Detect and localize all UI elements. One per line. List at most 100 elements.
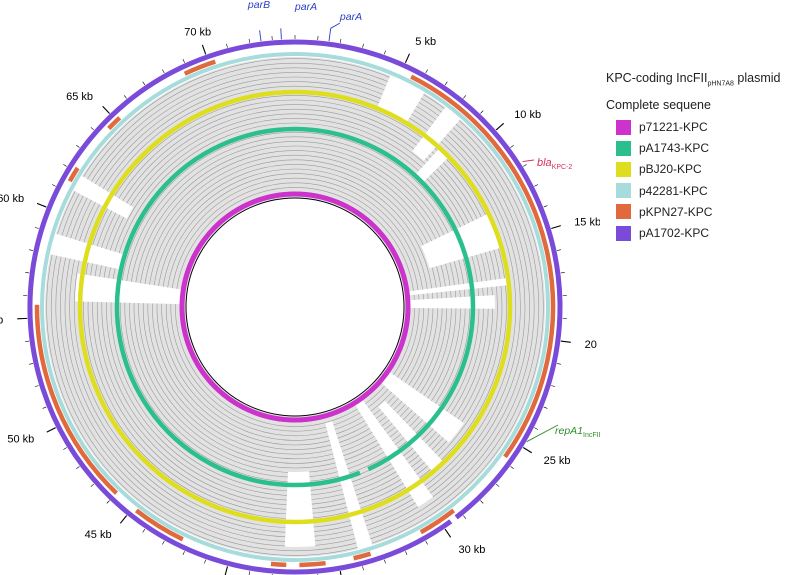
tick-label: 65 kb xyxy=(66,91,93,103)
ring-pkpn27-kpc xyxy=(183,59,216,76)
legend-entry-pbj20: pBJ20-KPC xyxy=(606,159,784,180)
tick-label: 45 kb xyxy=(85,529,112,541)
major-tick xyxy=(224,566,229,575)
minor-tick xyxy=(444,81,448,86)
minor-tick xyxy=(76,145,80,148)
minor-tick xyxy=(34,227,39,229)
alignment-gap xyxy=(73,175,134,219)
minor-tick xyxy=(339,38,342,43)
minor-tick xyxy=(162,540,165,545)
major-tick xyxy=(339,571,342,575)
minor-tick xyxy=(405,551,408,555)
major-tick xyxy=(444,528,452,538)
minor-tick xyxy=(25,272,30,274)
gene-label-para: parA xyxy=(294,1,317,13)
major-tick xyxy=(495,122,505,131)
tick-label: 30 kb xyxy=(459,544,486,556)
alignment-gap xyxy=(408,277,509,296)
ring-pkpn27-kpc xyxy=(107,116,122,131)
minor-tick xyxy=(425,540,428,545)
gene-label-para: parA xyxy=(339,11,362,23)
ring-pa1702-kpc xyxy=(294,39,563,520)
major-tick xyxy=(551,225,561,230)
minor-tick xyxy=(29,363,34,365)
legend-entry-pa1702: pA1702-KPC xyxy=(606,222,784,243)
gene-leader-line xyxy=(522,159,535,163)
tick-label: 55 kb xyxy=(0,314,3,326)
ring-pa1743-kpc xyxy=(114,126,361,488)
tick-label: 60 kb xyxy=(0,193,24,205)
minor-tick xyxy=(556,249,561,251)
legend-swatch xyxy=(616,225,631,241)
gene-label-bla-kpc2: blaKPC-2 xyxy=(537,157,572,171)
legend-entry-pa1743: pA1743-KPC xyxy=(606,138,784,159)
minor-tick xyxy=(556,363,561,365)
minor-tick xyxy=(63,447,67,450)
minor-tick xyxy=(142,81,146,86)
minor-tick xyxy=(90,127,95,131)
legend-swatch xyxy=(616,161,631,177)
gene-leader-line xyxy=(526,424,559,443)
major-tick xyxy=(201,44,207,55)
gene-leader-line xyxy=(280,28,282,40)
ring-separator xyxy=(50,62,540,552)
minor-tick xyxy=(42,406,47,409)
ring-pkpn27-kpc xyxy=(134,508,184,542)
outer-annotation-rings xyxy=(27,39,563,575)
major-tick xyxy=(36,202,47,208)
alignment-gap xyxy=(325,421,373,549)
minor-tick xyxy=(534,184,539,187)
legend-swatch xyxy=(616,119,631,135)
major-tick xyxy=(522,447,533,454)
minor-tick xyxy=(226,43,228,48)
tick-label: 10 kb xyxy=(514,109,541,121)
legend: KPC-coding IncFIIpHN7A8 plasmid Complete… xyxy=(606,70,784,244)
axis-ticks xyxy=(17,35,571,575)
minor-tick xyxy=(383,559,386,564)
major-tick xyxy=(46,427,56,433)
minor-tick xyxy=(534,427,539,430)
tick-label: 5 kb xyxy=(415,36,436,48)
alignment-gap xyxy=(378,400,444,472)
ring-separator xyxy=(46,58,544,556)
ring-pkpn27-kpc xyxy=(299,560,326,568)
minor-tick xyxy=(90,483,95,487)
alignment-gap xyxy=(381,372,464,443)
minor-tick xyxy=(182,59,185,63)
minor-tick xyxy=(51,184,56,187)
legend-entry-pkpn27: pKPN27-KPC xyxy=(606,201,784,222)
minor-tick xyxy=(123,95,127,99)
tick-label: 70 kb xyxy=(184,27,211,39)
ring-p71221-kpc xyxy=(179,191,411,423)
legend-swatch xyxy=(616,204,631,220)
minor-tick xyxy=(480,110,484,114)
minor-tick xyxy=(34,385,39,387)
minor-tick xyxy=(362,566,364,571)
alignment-gaps xyxy=(50,75,509,549)
alignment-gap xyxy=(414,148,449,183)
legend-entry-p42281: p42281-KPC xyxy=(606,180,784,201)
minor-tick xyxy=(248,571,251,575)
minor-tick xyxy=(510,466,514,469)
minor-tick xyxy=(25,340,30,342)
backbone-circle xyxy=(185,197,405,417)
minor-tick xyxy=(425,69,428,74)
minor-tick xyxy=(63,164,67,167)
minor-tick xyxy=(76,466,80,469)
minor-tick xyxy=(551,385,556,387)
colored-plasmid-rings xyxy=(77,89,513,525)
legend-swatch xyxy=(616,140,631,156)
minor-tick xyxy=(162,69,165,74)
alignment-gap xyxy=(412,107,461,161)
major-tick xyxy=(119,515,128,524)
minor-tick xyxy=(204,559,207,564)
major-tick xyxy=(102,105,110,114)
ring-pkpn27-kpc xyxy=(67,166,80,183)
ring-pkpn27-kpc xyxy=(270,561,287,568)
gene-label-parb: parB xyxy=(247,0,270,11)
major-tick xyxy=(404,53,411,64)
ring-pkpn27-kpc xyxy=(410,74,556,459)
tick-label: 15 kb xyxy=(574,217,600,229)
ring-p42281-kpc xyxy=(40,52,550,562)
